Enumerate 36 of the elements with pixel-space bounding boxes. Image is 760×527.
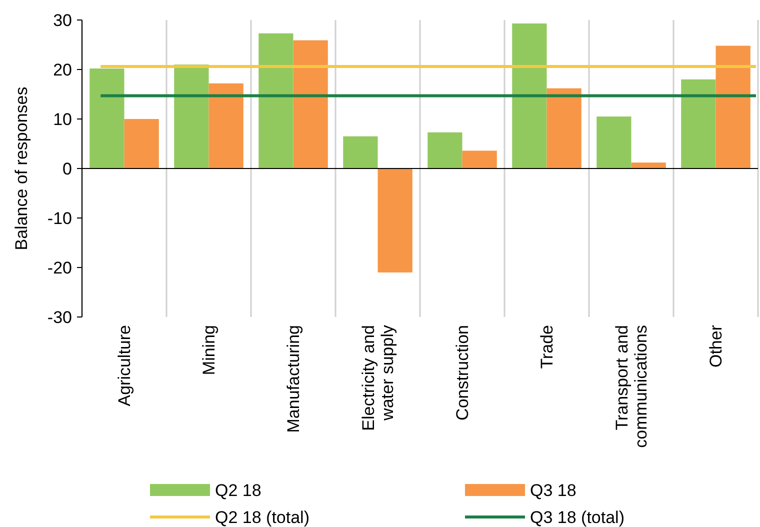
bar xyxy=(631,162,666,168)
y-tick-label: -30 xyxy=(47,308,72,327)
bar xyxy=(716,46,750,168)
bar xyxy=(293,40,328,168)
bar xyxy=(90,68,124,168)
y-tick-label: 10 xyxy=(53,110,72,129)
x-tick-label: Construction xyxy=(453,325,472,420)
bar xyxy=(428,132,462,168)
bar xyxy=(208,83,244,168)
x-tick-label: Manufacturing xyxy=(284,325,304,433)
legend-label: Q3 18 xyxy=(530,481,576,500)
y-tick-label: 0 xyxy=(62,159,72,178)
x-tick-label: Electricity and water supply xyxy=(359,324,398,431)
x-tick-label: Transport and communications xyxy=(612,325,651,448)
legend-label: Q2 18 (total) xyxy=(215,508,310,527)
bar xyxy=(378,168,412,272)
y-tick-label: -20 xyxy=(47,258,72,278)
x-tick-label: Other xyxy=(706,324,726,368)
x-tick-label: Trade xyxy=(538,325,557,369)
y-axis-title: Balance of responses xyxy=(12,86,31,250)
y-tick-label: 30 xyxy=(53,10,72,30)
bar xyxy=(546,88,582,168)
x-tick-label: Mining xyxy=(200,325,219,376)
bar xyxy=(124,119,159,168)
y-tick-label: -10 xyxy=(47,208,72,228)
legend-label: Q3 18 (total) xyxy=(530,508,624,527)
x-tick-label: Agriculture xyxy=(115,325,134,406)
bar xyxy=(596,116,632,168)
bar xyxy=(174,64,209,168)
bar xyxy=(343,136,378,168)
y-tick-label: 20 xyxy=(53,60,72,80)
bar xyxy=(512,23,547,168)
bar xyxy=(462,150,497,168)
bar xyxy=(681,79,716,168)
legend-label: Q2 18 xyxy=(215,481,262,500)
bar xyxy=(258,33,294,168)
